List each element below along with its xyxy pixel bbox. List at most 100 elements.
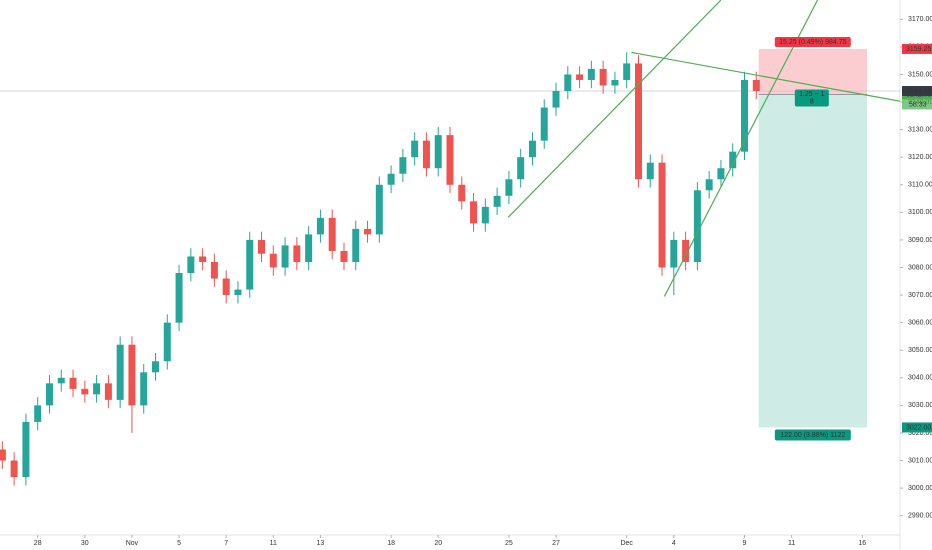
candle-body xyxy=(670,239,678,268)
ratio-label: 1.25 ~ 1 xyxy=(799,91,825,98)
y-tick-label: 3010.00 xyxy=(908,457,932,464)
stop-zone xyxy=(758,48,868,95)
y-tick-label: 3070.00 xyxy=(908,292,932,299)
candle-body xyxy=(517,157,525,180)
candle-body xyxy=(269,253,277,268)
candle-body xyxy=(93,383,101,395)
candle-body xyxy=(399,157,407,174)
candle-body xyxy=(187,256,195,274)
y-tick-label: 3080.00 xyxy=(908,264,932,271)
candle-body xyxy=(151,361,159,373)
candle-body xyxy=(234,289,242,296)
candle-body xyxy=(340,250,348,262)
candle-body xyxy=(22,421,30,478)
trendline xyxy=(507,0,722,218)
candle-body xyxy=(552,91,560,108)
candle-body xyxy=(281,245,289,268)
candle-body xyxy=(693,190,701,262)
candle-body xyxy=(293,245,301,262)
candle-body xyxy=(411,140,419,158)
y-tick-label: 3120.00 xyxy=(908,154,932,161)
y-tick-label: 3050.00 xyxy=(908,347,932,354)
candle-body xyxy=(45,383,53,406)
candle-body xyxy=(175,273,183,323)
candle-body xyxy=(741,79,749,152)
x-tick-label: Nov xyxy=(126,540,139,547)
candle-body xyxy=(375,184,383,235)
x-tick-label: 28 xyxy=(34,540,42,547)
countdown-box xyxy=(902,99,932,110)
x-tick-label: 18 xyxy=(387,540,395,547)
reward-label: 122.00 (3.88%) 1122 xyxy=(780,432,845,439)
price-tag-label: 3159.25 xyxy=(906,46,931,53)
x-tick-label: 30 xyxy=(81,540,89,547)
candle-body xyxy=(587,68,595,80)
price-tag xyxy=(902,43,932,54)
last-price-tag xyxy=(902,86,932,97)
candle-body xyxy=(246,239,254,290)
candle-body xyxy=(705,179,713,191)
trendline xyxy=(663,0,819,297)
y-tick-label: 3110.00 xyxy=(908,182,932,189)
candle-body xyxy=(316,217,324,235)
y-tick-label: 3090.00 xyxy=(908,237,932,244)
candle-body xyxy=(328,217,336,251)
candle-body xyxy=(458,184,466,202)
candle-body xyxy=(57,377,65,384)
candle-body xyxy=(446,135,454,185)
price-tag-label: 3022.00 xyxy=(906,424,931,431)
candle-body xyxy=(564,74,572,92)
ratio-label-box xyxy=(794,89,829,107)
candle-body xyxy=(140,372,148,406)
x-tick-label: 11 xyxy=(270,540,277,547)
candle-body xyxy=(470,201,478,224)
y-tick-label: 3020.00 xyxy=(908,430,932,437)
candle-body xyxy=(10,460,18,478)
last-price-label: 3144.00 xyxy=(906,88,931,95)
candle-body xyxy=(623,63,631,80)
y-tick-label: 3040.00 xyxy=(908,375,932,382)
candle-body xyxy=(104,383,112,400)
candle-body xyxy=(222,278,230,296)
candle-body xyxy=(305,234,313,262)
risk-label: 15.25 (0.49%) 984.75 xyxy=(779,39,846,46)
countdown: 58:33 xyxy=(909,101,927,108)
candle-body xyxy=(682,239,690,262)
candle-body xyxy=(599,68,607,86)
x-tick-label: 5 xyxy=(177,540,181,547)
candle-body xyxy=(540,107,548,141)
trendline xyxy=(631,51,901,102)
candle-body xyxy=(422,140,430,169)
target-zone xyxy=(758,94,868,428)
candle-body xyxy=(258,239,266,254)
candle-body xyxy=(528,140,536,158)
candle-body xyxy=(717,168,725,180)
x-tick-label: 20 xyxy=(434,540,442,547)
y-tick-label: 3100.00 xyxy=(908,209,932,216)
candle-body xyxy=(116,344,124,400)
risk-label-box xyxy=(774,36,851,47)
y-tick-label: 3030.00 xyxy=(908,402,932,409)
x-tick-label: 7 xyxy=(224,540,228,547)
candle-body xyxy=(576,74,584,80)
y-tick-label: 2990.00 xyxy=(908,513,932,520)
x-tick-label: 25 xyxy=(505,540,513,547)
candle-body xyxy=(387,173,395,185)
price-tag xyxy=(902,422,932,433)
y-tick-label: 3060.00 xyxy=(908,319,932,326)
candle-body xyxy=(658,162,666,268)
candle-body xyxy=(34,405,42,422)
candle-body xyxy=(634,63,642,180)
candle-body xyxy=(210,261,218,279)
y-tick-label: 3170.00 xyxy=(908,16,932,23)
x-tick-label: 4 xyxy=(672,540,676,547)
candle-body xyxy=(493,195,501,207)
x-tick-label: 13 xyxy=(317,540,325,547)
candle-body xyxy=(352,228,360,262)
reward-label-box xyxy=(774,429,851,441)
candle-body xyxy=(646,162,654,180)
candle-body xyxy=(69,377,77,389)
candle-body xyxy=(364,228,372,235)
